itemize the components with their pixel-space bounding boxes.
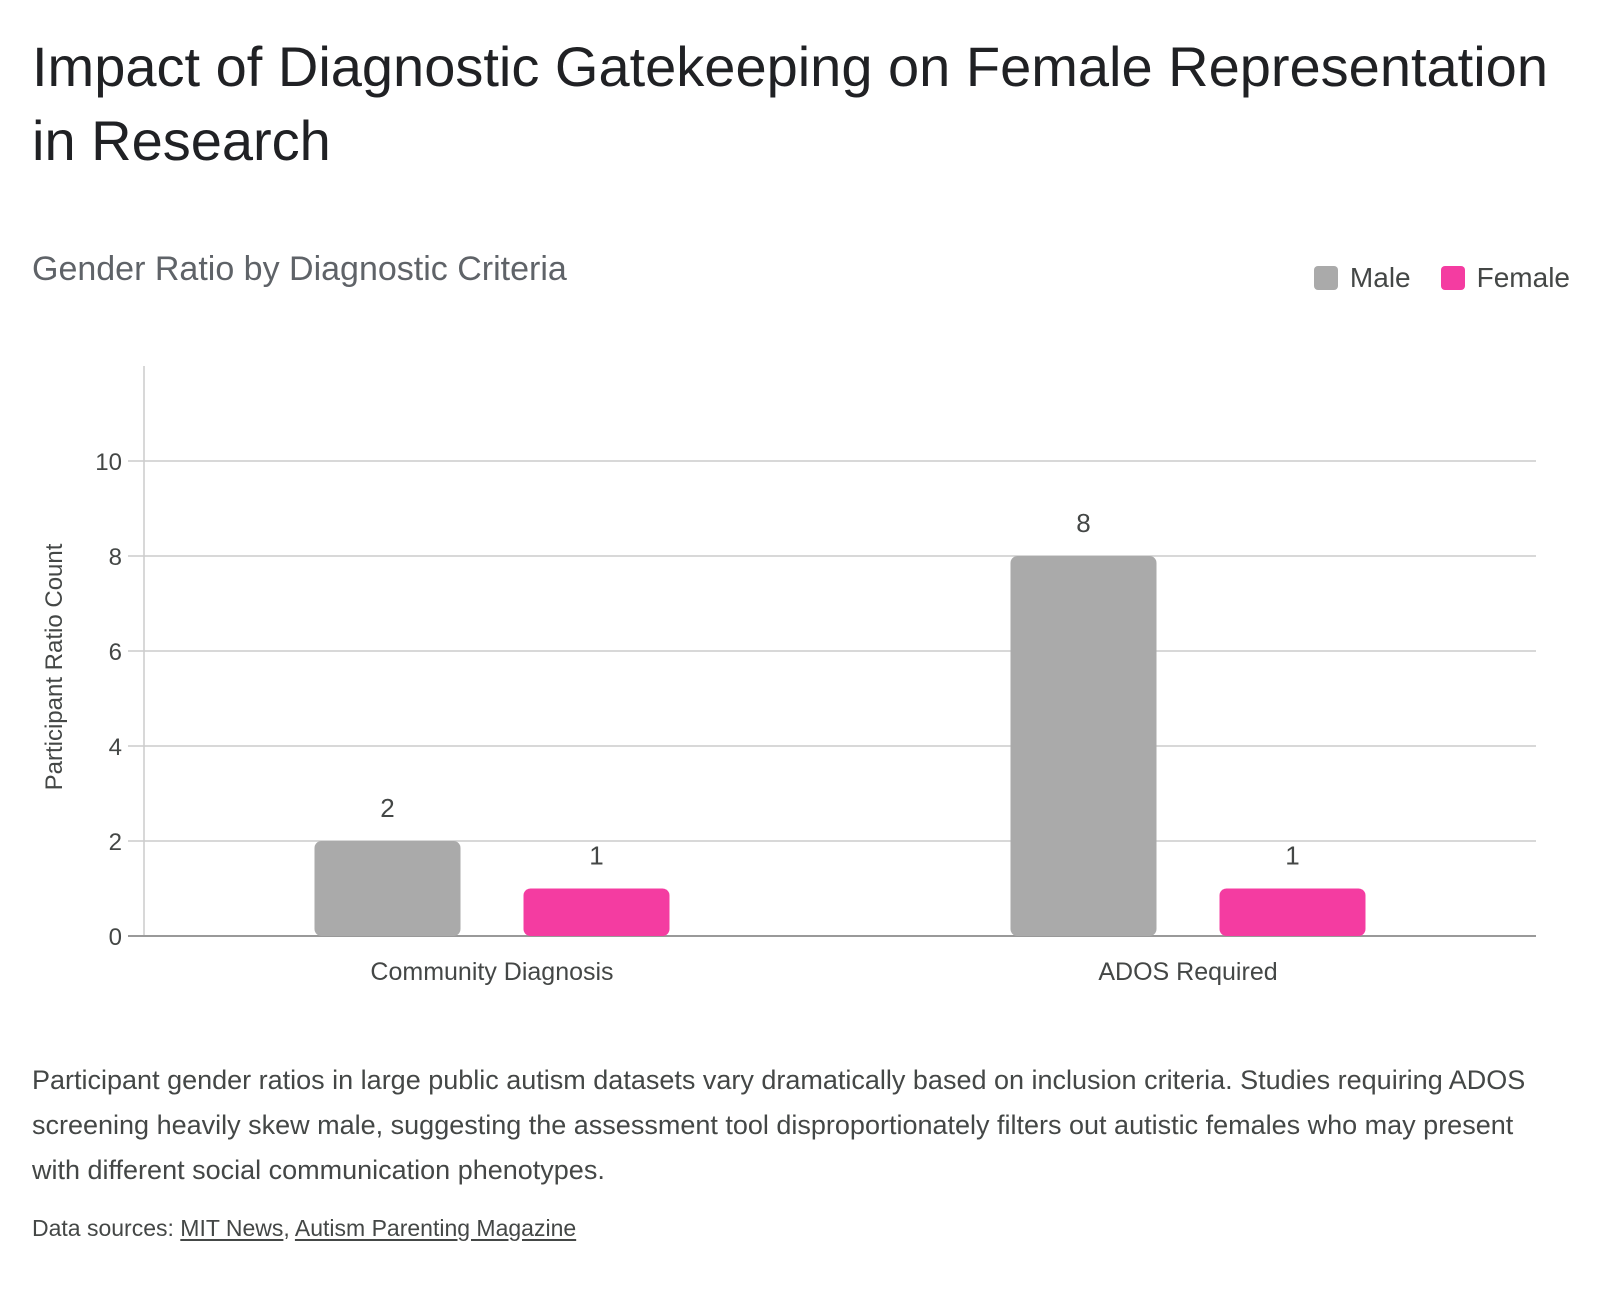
sources-prefix: Data sources: bbox=[32, 1215, 181, 1241]
chart-legend: Male Female bbox=[1313, 262, 1570, 294]
y-tick-label: 10 bbox=[95, 449, 122, 476]
x-tick-label: ADOS Required bbox=[1098, 958, 1277, 986]
chart-title: Gender Ratio by Diagnostic Criteria bbox=[32, 250, 567, 288]
bars bbox=[314, 556, 1366, 936]
data-label: 1 bbox=[1285, 841, 1299, 871]
data-label: 8 bbox=[1076, 508, 1090, 538]
bar-chart: 0 2 4 6 8 10 Participant Ratio Count 2 1 Communit… bbox=[41, 366, 1536, 986]
y-axis-title: Participant Ratio Count bbox=[41, 543, 68, 790]
y-tick-label: 6 bbox=[109, 639, 122, 666]
legend-item-female: Female bbox=[1440, 262, 1570, 294]
legend-swatch-female bbox=[1440, 266, 1465, 290]
labels: 0 2 4 6 8 10 Participant Ratio Count 2 1 Communit… bbox=[41, 449, 1300, 986]
legend-item-male: Male bbox=[1313, 262, 1411, 294]
page-title: Impact of Diagnostic Gatekeeping on Fema… bbox=[32, 35, 1548, 172]
bar-female bbox=[523, 888, 670, 936]
chart-description: Participant gender ratios in large publi… bbox=[32, 1065, 1526, 1185]
source-link-mit-news[interactable]: MIT News bbox=[180, 1215, 284, 1241]
y-tick-label: 0 bbox=[109, 924, 122, 951]
x-tick-label: Community Diagnosis bbox=[370, 958, 613, 986]
y-tick-label: 4 bbox=[109, 734, 122, 761]
legend-swatch-male bbox=[1313, 266, 1338, 290]
legend-label-female: Female bbox=[1476, 262, 1570, 293]
bar-male bbox=[1010, 556, 1157, 936]
legend-label-male: Male bbox=[1349, 262, 1411, 293]
grid-lines bbox=[128, 460, 1536, 842]
data-sources: Data sources: MIT News, Autism Parenting… bbox=[32, 1212, 576, 1244]
bar-male bbox=[314, 841, 461, 936]
bar-female bbox=[1219, 888, 1366, 936]
y-tick-label: 2 bbox=[109, 829, 122, 856]
data-label: 2 bbox=[380, 793, 394, 823]
y-tick-label: 8 bbox=[109, 544, 122, 571]
sources-separator: , bbox=[283, 1215, 295, 1241]
data-label: 1 bbox=[589, 841, 603, 871]
source-link-autism-parenting-magazine[interactable]: Autism Parenting Magazine bbox=[294, 1215, 577, 1241]
